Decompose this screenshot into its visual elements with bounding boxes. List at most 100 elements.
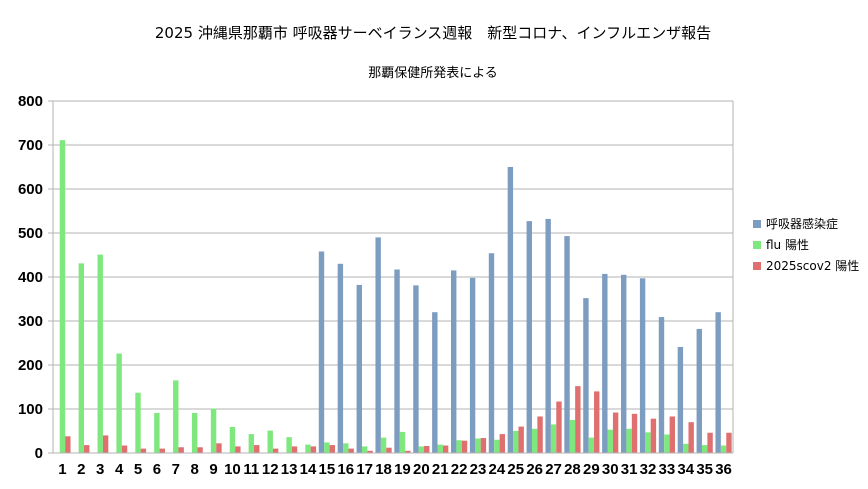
bar-2: [664, 434, 670, 453]
bars: [59, 140, 732, 453]
x-tick-label: 25: [507, 461, 524, 478]
bar-2: [59, 140, 66, 453]
bar-3: [594, 391, 600, 453]
x-tick-label: 17: [356, 461, 373, 478]
bar-3: [159, 448, 165, 453]
y-tick-label: 600: [18, 181, 43, 198]
bar-1: [564, 236, 570, 453]
bar-2: [191, 412, 198, 453]
bar-1: [451, 270, 457, 453]
bar-2: [154, 412, 160, 453]
bar-3: [518, 426, 524, 453]
bar-3: [84, 445, 90, 453]
bar-2: [399, 431, 406, 453]
bar-3: [575, 386, 581, 453]
x-tick-label: 26: [526, 461, 543, 478]
legend-swatch-3: [753, 262, 761, 270]
x-tick-label: 34: [677, 461, 694, 478]
bar-3: [178, 447, 184, 453]
chart-subtitle: 那覇保健所発表による: [368, 66, 498, 81]
x-tick-label: 31: [621, 461, 638, 478]
bar-2: [418, 446, 425, 453]
bar-3: [480, 438, 487, 453]
bar-2: [305, 444, 311, 453]
x-tick-label: 14: [300, 461, 317, 478]
x-tick-label: 29: [583, 461, 600, 478]
bar-3: [348, 448, 354, 453]
bar-2: [456, 440, 462, 453]
bar-2: [248, 434, 255, 453]
bar-2: [437, 444, 443, 453]
axes: [48, 100, 734, 454]
bar-2: [324, 442, 330, 453]
x-tick-label: 33: [659, 461, 676, 478]
bar-1: [602, 273, 608, 453]
bar-2: [210, 408, 217, 453]
bar-2: [683, 443, 689, 453]
bar-2: [267, 430, 273, 453]
bar-3: [102, 435, 109, 453]
bar-3: [537, 416, 543, 453]
bar-1: [583, 298, 589, 453]
bar-2: [286, 437, 292, 453]
bar-1: [469, 277, 476, 453]
y-tick-label: 700: [18, 137, 43, 154]
bar-1: [639, 278, 646, 453]
gridlines: [53, 100, 733, 410]
x-tick-label: 21: [432, 461, 449, 478]
bar-1: [375, 237, 381, 453]
y-tick-labels: 0 100 200 300 400 500 600 700 800: [18, 93, 43, 462]
bar-2: [97, 254, 103, 453]
bar-3: [310, 446, 317, 453]
bar-3: [254, 445, 260, 453]
x-tick-label: 12: [262, 461, 279, 478]
x-tick-label: 24: [489, 461, 506, 478]
bar-3: [461, 440, 468, 453]
bar-3: [424, 445, 430, 453]
bar-1: [545, 218, 551, 453]
bar-2: [361, 446, 368, 453]
bar-2: [135, 392, 141, 453]
bar-3: [329, 445, 335, 453]
bar-3: [499, 434, 505, 453]
bar-1: [658, 317, 665, 453]
bar-3: [669, 416, 675, 453]
x-tick-label: 28: [564, 461, 581, 478]
bar-3: [140, 448, 147, 453]
x-tick-label: 36: [715, 461, 732, 478]
bar-2: [494, 439, 500, 453]
legend-label-1: 呼吸器感染症: [766, 216, 838, 231]
bar-1: [696, 328, 702, 453]
y-tick-label: 100: [18, 401, 43, 418]
bar-2: [607, 429, 613, 453]
bar-2: [701, 445, 708, 453]
bar-3: [650, 418, 657, 453]
x-tick-label: 5: [134, 461, 142, 478]
bar-3: [216, 443, 222, 453]
bar-3: [688, 422, 694, 453]
x-tick-label: 19: [394, 461, 411, 478]
x-tick-label: 6: [153, 461, 161, 478]
bar-2: [645, 432, 651, 453]
x-tick-label: 13: [281, 461, 298, 478]
bar-3: [612, 412, 619, 453]
bar-3: [291, 446, 298, 453]
x-tick-label: 27: [545, 461, 562, 478]
bar-2: [229, 427, 236, 453]
bar-1: [413, 285, 419, 453]
bar-2: [720, 445, 727, 453]
x-tick-label: 30: [602, 461, 619, 478]
bar-3: [367, 450, 373, 453]
x-tick-label: 1: [58, 461, 66, 478]
bar-1: [337, 263, 344, 453]
chart-title: 2025 沖縄県那覇市 呼吸器サーベイランス週報 新型コロナ、インフルエンザ報告: [155, 24, 711, 42]
bar-2: [78, 263, 85, 453]
legend: 呼吸器感染症 flu 陽性 2025scov2 陽性: [753, 216, 859, 273]
bar-2: [343, 443, 349, 453]
x-tick-labels: 1 2 3 4 5 6 7 8 9 10 11 12 13 14 15 16 17 18 19 20 21 22 23 24 2…: [58, 461, 732, 478]
y-tick-label: 200: [18, 357, 43, 374]
x-tick-label: 2: [77, 461, 85, 478]
bar-3: [121, 445, 128, 453]
bar-1: [507, 167, 514, 453]
